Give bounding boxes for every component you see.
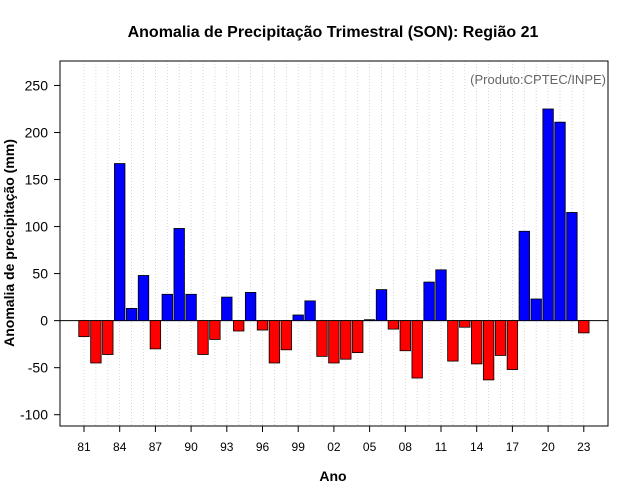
bar-1981 bbox=[78, 320, 90, 338]
vertical-gridlines bbox=[83, 61, 585, 426]
y-tick-label: 0 bbox=[40, 313, 48, 329]
bar-1988 bbox=[161, 293, 173, 322]
bar-1985 bbox=[125, 308, 138, 322]
bar-2008 bbox=[399, 320, 411, 352]
bars bbox=[78, 108, 590, 381]
bar-2011 bbox=[435, 269, 447, 322]
chart-title: Anomalia de Precipitação Trimestral (SON… bbox=[128, 24, 539, 41]
bar-1983 bbox=[102, 320, 114, 355]
x-tick-label: 17 bbox=[506, 440, 520, 454]
x-tick-label: 87 bbox=[149, 440, 163, 454]
bar-1993 bbox=[221, 296, 233, 322]
x-tick-label: 96 bbox=[256, 440, 270, 454]
x-tick-label: 14 bbox=[470, 440, 484, 454]
bar-1986 bbox=[137, 275, 150, 322]
bar-2013 bbox=[459, 320, 471, 328]
credit-text: (Produto:CPTEC/INPE) bbox=[470, 72, 606, 87]
bar-2019 bbox=[530, 298, 542, 322]
bar-2014 bbox=[471, 320, 483, 365]
bar-2003 bbox=[340, 320, 352, 360]
bar-2018 bbox=[518, 230, 530, 322]
x-tick-label: 08 bbox=[399, 440, 413, 454]
bar-2017 bbox=[506, 320, 519, 370]
bar-1999 bbox=[292, 314, 304, 322]
bar-2015 bbox=[482, 320, 495, 381]
x-axis-label: Ano bbox=[319, 468, 346, 484]
bar-2002 bbox=[328, 320, 340, 364]
y-axis-label: Anomalia de precipitação (mm) bbox=[1, 139, 17, 347]
x-tick-label: 90 bbox=[184, 440, 198, 454]
bar-1990 bbox=[185, 293, 197, 322]
plot-frame bbox=[59, 60, 609, 427]
x-tick-label: 23 bbox=[577, 440, 591, 454]
bar-2022 bbox=[566, 212, 578, 322]
bar-1997 bbox=[268, 320, 281, 364]
x-tick-label: 11 bbox=[435, 440, 448, 454]
y-tick-label: -100 bbox=[20, 407, 48, 423]
bar-1987 bbox=[149, 320, 162, 350]
y-tick-label: 250 bbox=[25, 77, 49, 93]
bar-2006 bbox=[375, 289, 388, 322]
bar-2000 bbox=[304, 300, 316, 322]
y-tick-label: 50 bbox=[32, 266, 48, 282]
bar-1998 bbox=[280, 320, 292, 351]
bar-2009 bbox=[411, 320, 423, 379]
bar-2007 bbox=[387, 320, 400, 330]
x-tick-label: 20 bbox=[541, 440, 555, 454]
bar-2020 bbox=[542, 108, 554, 322]
y-tick-label: 200 bbox=[25, 124, 49, 140]
bar-1991 bbox=[197, 320, 209, 355]
y-tick-label: -50 bbox=[28, 360, 48, 376]
bar-2012 bbox=[447, 320, 459, 362]
bar-2016 bbox=[494, 320, 507, 356]
axes: -100 -50 0 50 100 150 200 250 81 84 87 90 93 96 99 02 05… bbox=[20, 77, 591, 454]
y-tick-label: 150 bbox=[25, 172, 49, 188]
x-tick-label: 05 bbox=[363, 440, 377, 454]
bar-2021 bbox=[554, 121, 566, 322]
bar-1992 bbox=[209, 320, 221, 340]
x-tick-label: 81 bbox=[77, 440, 91, 454]
x-tick-label: 99 bbox=[292, 440, 306, 454]
x-tick-label: 93 bbox=[220, 440, 234, 454]
bar-1994 bbox=[233, 320, 245, 332]
bar-1995 bbox=[244, 292, 257, 322]
bar-2005 bbox=[363, 319, 376, 322]
x-tick-label: 02 bbox=[327, 440, 341, 454]
bar-1996 bbox=[256, 320, 269, 331]
bar-1984 bbox=[114, 163, 126, 322]
x-tick-label: 84 bbox=[113, 440, 127, 454]
bar-2010 bbox=[423, 281, 435, 322]
bar-2001 bbox=[316, 320, 328, 357]
bar-1982 bbox=[90, 320, 102, 364]
bar-2004 bbox=[352, 320, 364, 354]
y-tick-label: 100 bbox=[25, 219, 49, 235]
bar-1989 bbox=[173, 228, 185, 322]
bar-2023 bbox=[578, 320, 590, 334]
